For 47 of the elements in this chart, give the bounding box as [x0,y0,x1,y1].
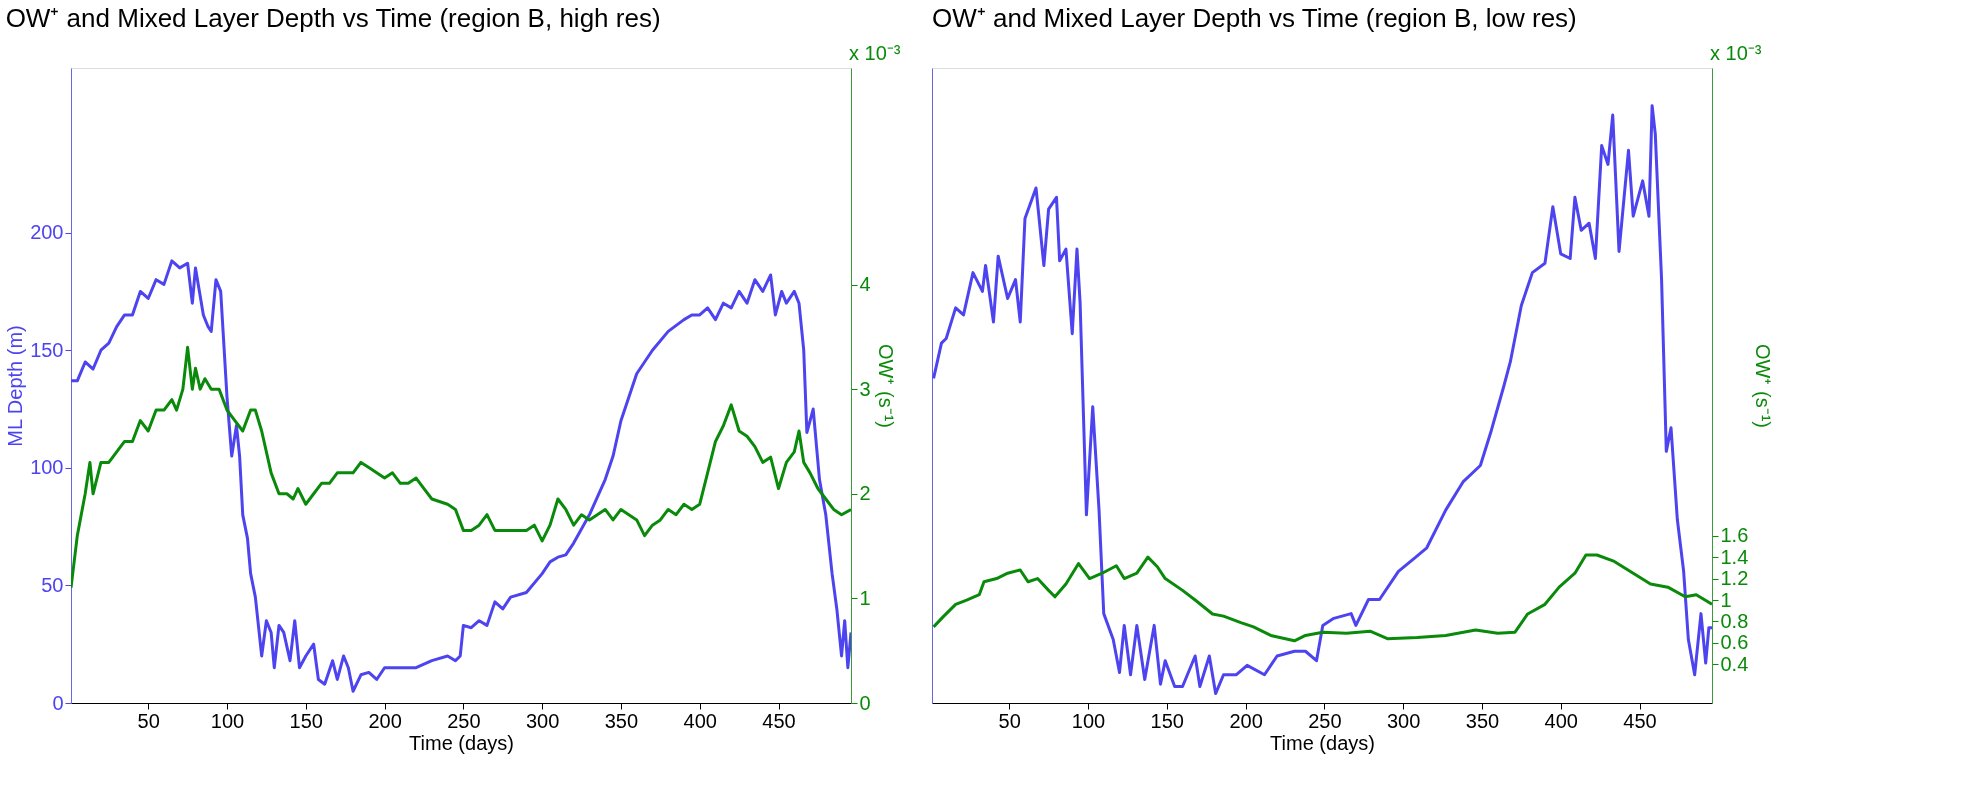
x-axis-title: Time (days) [409,731,514,754]
y2-tick-label: 1.4 [1720,545,1749,568]
x-tick-label: 400 [683,709,717,732]
y2-tick-label: 0.6 [1720,631,1749,654]
x-tick-label: 300 [1386,709,1421,732]
y2-tick-label: 0.4 [1720,652,1749,675]
y2-tick-label: 2 [859,482,871,505]
y-tick-label: 150 [30,338,64,361]
y2-axis-title: OW⁺ (s⁻¹) [1752,344,1775,428]
line-series [932,553,1712,643]
y2-tick-label: 0 [859,691,871,714]
y2-tick-label: 4 [859,273,871,296]
y2-tick-label: 1 [859,586,871,609]
x-axis-title: Time (days) [1270,731,1375,754]
y-tick-label: 200 [30,221,64,244]
x-tick-label: 250 [447,709,481,732]
x-tick-label: 200 [368,709,402,732]
chart-title: OW⁺ and Mixed Layer Depth vs Time (region B, low res) [932,3,1577,33]
y2-tick-label: 0.8 [1720,609,1749,632]
x-tick-label: 450 [1623,709,1657,732]
y2-tick-label: 1 [1720,588,1732,611]
x-tick-label: 400 [1544,709,1578,732]
x-tick-label: 150 [289,709,323,732]
text: x 10⁻³ [1710,42,1762,64]
y2-axis-title: OW⁺ (s⁻¹) [874,344,897,428]
x-tick-label: 100 [1071,709,1106,732]
y-axis-title: ML Depth (m) [4,325,27,447]
x-tick-label: 100 [210,709,245,732]
chart-title: OW⁺ and Mixed Layer Depth vs Time (region B, high res) [5,3,661,33]
x-tick-label: 250 [1308,709,1342,732]
y-tick-label: 100 [30,456,64,479]
x-tick-label: 50 [998,709,1021,732]
y-tick-label: 0 [52,691,64,714]
x-tick-label: 150 [1150,709,1184,732]
x-tick-label: 450 [762,709,796,732]
line-series [71,259,851,693]
x-tick-label: 350 [604,709,639,732]
x-tick-label: 350 [1465,709,1500,732]
y2-tick-label: 1.2 [1720,567,1749,590]
y2-tick-label: 3 [859,377,871,400]
line-series [71,345,851,590]
y2-tick-label: 1.6 [1720,524,1749,547]
x-tick-label: 300 [525,709,560,732]
x-tick-label: 200 [1229,709,1263,732]
x-tick-label: 50 [137,709,160,732]
text: x 10⁻³ [849,42,901,64]
y-tick-label: 50 [41,573,64,596]
